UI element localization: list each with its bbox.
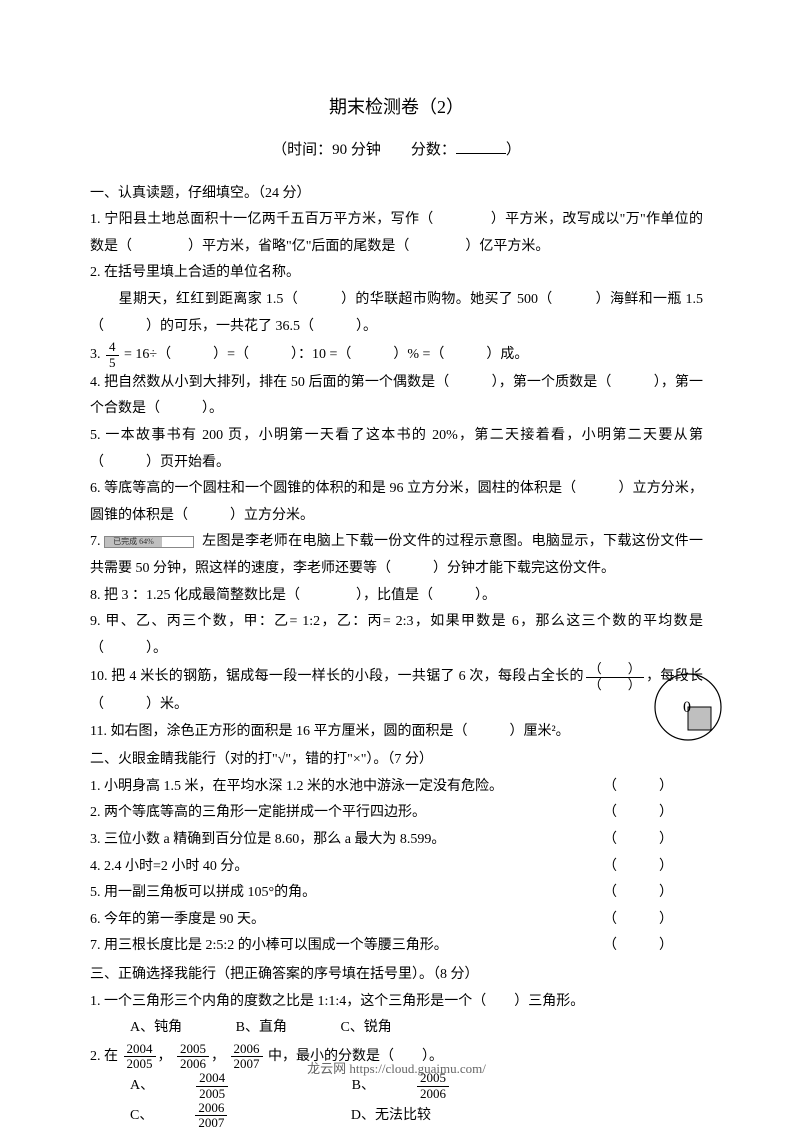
progress-bar: 已完成 64% [104, 536, 194, 548]
opt-label: C、 [130, 1103, 153, 1130]
progress-fill: 已完成 64% [105, 537, 161, 547]
fraction-4-5: 45 [106, 340, 119, 370]
s1-q3-prefix: 3. [90, 347, 104, 362]
s1-q8: 8. 把 3 ：1.25 化成最简整数比是（ ），比值是（ ）。 [90, 583, 703, 610]
fraction-blank: （ ）（ ） [586, 662, 644, 692]
s2-q4: 4. 2.4 小时=2 小时 40 分。 （ ） [90, 854, 703, 881]
tf-paren: （ ） [603, 774, 673, 801]
page-footer: 龙云网 https://cloud.guaimu.com/ [0, 1057, 793, 1082]
frac-num: 2004 [124, 1042, 156, 1057]
s2-q3-text: 3. 三位小数 a 精确到百分位是 8.60，那么 a 最大为 8.599。 [90, 832, 445, 847]
tf-paren: （ ） [603, 827, 673, 854]
s1-q4: 4. 把自然数从小到大排列，排在 50 后面的第一个偶数是（ ），第一个质数是（… [90, 370, 703, 423]
section-3-header: 三、正确选择我能行（把正确答案的序号填在括号里）。（8 分） [90, 962, 703, 989]
tf-paren: （ ） [603, 933, 673, 960]
s3-q1-options: A、钝角 B、直角 C、锐角 [90, 1015, 703, 1042]
frac-num: 2006 [231, 1042, 263, 1057]
tf-paren: （ ） [603, 907, 673, 934]
tf-paren: （ ） [603, 854, 673, 881]
s1-q9: 9. 甲、乙、丙三个数，甲：乙= 1:2，乙：丙= 2:3，如果甲数是 6，那么… [90, 609, 703, 662]
s1-q2-line1: 2. 在括号里填上合适的单位名称。 [90, 260, 703, 287]
frac-num: 4 [106, 340, 119, 355]
s1-q10: 10. 把 4 米长的钢筋，锯成每一段一样长的小段，一共锯了 6 次，每段占全长… [90, 662, 703, 718]
s2-q1: 1. 小明身高 1.5 米，在平均水深 1.2 米的水池中游泳一定没有危险。 （ … [90, 774, 703, 801]
s1-q10-prefix: 10. 把 4 米长的钢筋，锯成每一段一样长的小段，一共锯了 6 次，每段占全长… [90, 669, 584, 684]
s1-q2-line2: 星期天，红红到距离家 1.5（ ）的华联超市购物。她买了 500（ ）海鲜和一瓶… [90, 287, 703, 340]
s2-q4-text: 4. 2.4 小时=2 小时 40 分。 [90, 859, 248, 874]
s2-q2-text: 2. 两个等底等高的三角形一定能拼成一个平行四边形。 [90, 805, 426, 820]
frac-blank-num: （ ） [586, 662, 644, 677]
s1-q7: 7. 已完成 64% 左图是李老师在电脑上下载一份文件的过程示意图。电脑显示，下… [90, 529, 703, 582]
circle-square-diagram: 0 [653, 672, 723, 742]
opt-d: D、无法比较 [351, 1103, 431, 1130]
opt-c: C、锐角 [340, 1015, 391, 1042]
circle-center-label: 0 [683, 699, 691, 716]
subtitle-prefix: （时间：90 分钟 分数： [272, 142, 456, 158]
s2-q5: 5. 用一副三角板可以拼成 105°的角。 （ ） [90, 880, 703, 907]
s2-q3: 3. 三位小数 a 精确到百分位是 8.60，那么 a 最大为 8.599。 （ … [90, 827, 703, 854]
s2-q7: 7. 用三根长度比是 2:5:2 的小棒可以围成一个等腰三角形。 （ ） [90, 933, 703, 960]
s2-q6: 6. 今年的第一季度是 90 天。 （ ） [90, 907, 703, 934]
opt-c: C、 20062007 [130, 1101, 307, 1130]
s1-q3-suffix: = 16÷（ ）=（ ）：10 =（ ）% =（ ）成。 [121, 347, 529, 362]
fraction-opt-c: 20062007 [195, 1101, 267, 1130]
frac-den: 2005 [196, 1087, 228, 1101]
s1-q6: 6. 等底等高的一个圆柱和一个圆锥的体积的和是 96 立方分米，圆柱的体积是（ … [90, 476, 703, 529]
s2-q7-text: 7. 用三根长度比是 2:5:2 的小棒可以围成一个等腰三角形。 [90, 938, 448, 953]
frac-blank-den: （ ） [586, 678, 644, 692]
s1-q3: 3. 45 = 16÷（ ）=（ ）：10 =（ ）% =（ ）成。 [90, 340, 703, 370]
s2-q1-text: 1. 小明身高 1.5 米，在平均水深 1.2 米的水池中游泳一定没有危险。 [90, 779, 503, 794]
s2-q5-text: 5. 用一副三角板可以拼成 105°的角。 [90, 885, 316, 900]
s1-q1: 1. 宁阳县土地总面积十一亿两千五百万平方米，写作（ ）平方米，改写成以"万"作… [90, 207, 703, 260]
section-2-header: 二、火眼金睛我能行（对的打"√"，错的打"×"）。（7 分） [90, 747, 703, 774]
exam-subtitle: （时间：90 分钟 分数： ） [90, 136, 703, 165]
frac-den: 5 [106, 356, 119, 370]
s1-q7-prefix: 7. [90, 534, 104, 549]
section-1-header: 一、认真读题，仔细填空。（24 分） [90, 181, 703, 208]
score-blank [456, 139, 506, 154]
tf-paren: （ ） [603, 880, 673, 907]
tf-paren: （ ） [603, 800, 673, 827]
subtitle-suffix: ） [506, 142, 521, 158]
s2-q2: 2. 两个等底等高的三角形一定能拼成一个平行四边形。 （ ） [90, 800, 703, 827]
s1-q11: 11. 如右图，涂色正方形的面积是 16 平方厘米，圆的面积是（ ）厘米²。 [90, 719, 703, 746]
frac-den: 2007 [195, 1116, 227, 1130]
opt-b: B、直角 [236, 1015, 287, 1042]
frac-num: 2005 [177, 1042, 209, 1057]
s3-q1: 1. 一个三角形三个内角的度数之比是 1:1:4，这个三角形是一个（ ）三角形。 [90, 989, 703, 1016]
opt-a: A、钝角 [130, 1015, 182, 1042]
exam-title: 期末检测卷（2） [90, 90, 703, 124]
frac-num: 2006 [195, 1101, 227, 1116]
s1-q5: 5. 一本故事书有 200 页，小明第一天看了这本书的 20%，第二天接着看，小… [90, 423, 703, 476]
s2-q6-text: 6. 今年的第一季度是 90 天。 [90, 912, 265, 927]
frac-den: 2006 [417, 1087, 449, 1101]
